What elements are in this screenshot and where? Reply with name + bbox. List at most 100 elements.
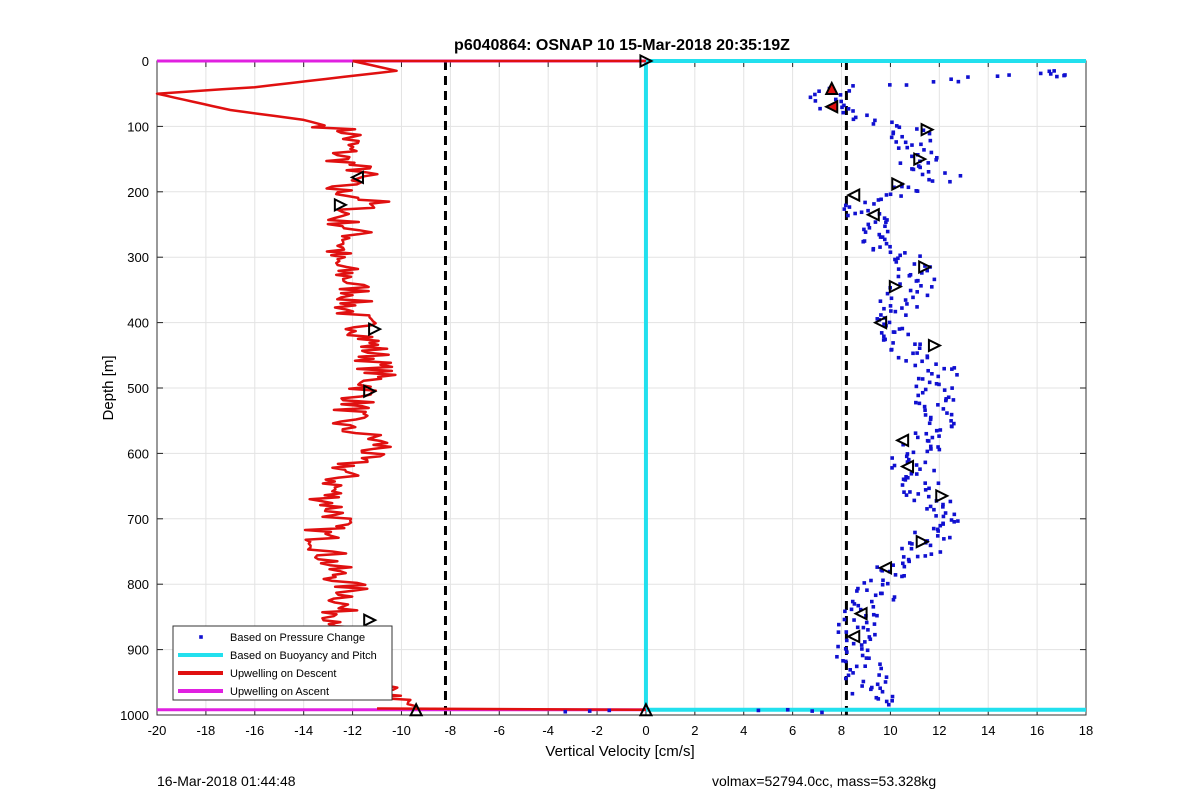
pressure-point bbox=[950, 424, 954, 429]
pressure-point bbox=[864, 656, 869, 660]
pressure-point bbox=[860, 647, 864, 651]
x-tick-label: -16 bbox=[245, 723, 264, 738]
pressure-point bbox=[871, 122, 876, 126]
pressure-point bbox=[1052, 69, 1056, 73]
pressure-point bbox=[900, 184, 904, 189]
triangle-marker bbox=[899, 459, 915, 474]
triangle-marker bbox=[853, 606, 868, 621]
pressure-point bbox=[941, 522, 945, 526]
pressure-point bbox=[904, 454, 909, 459]
pressure-points bbox=[563, 69, 1067, 715]
pressure-point bbox=[897, 327, 902, 331]
pressure-point bbox=[921, 128, 926, 133]
pressure-point bbox=[845, 650, 849, 654]
y-tick-label: 200 bbox=[127, 185, 149, 200]
x-tick-label: 0 bbox=[642, 723, 649, 738]
pressure-point bbox=[891, 597, 896, 602]
pressure-point bbox=[914, 463, 919, 467]
pressure-point bbox=[941, 514, 946, 519]
pressure-point bbox=[879, 666, 883, 671]
pressure-point bbox=[920, 172, 925, 177]
pressure-point bbox=[837, 622, 841, 627]
pressure-point bbox=[891, 341, 895, 345]
pressure-point bbox=[936, 445, 940, 449]
triangle-marker bbox=[918, 259, 933, 275]
pressure-point bbox=[922, 148, 926, 152]
pressure-point bbox=[890, 694, 895, 699]
pressure-point bbox=[859, 643, 864, 647]
pressure-point bbox=[885, 229, 890, 234]
pressure-point bbox=[928, 444, 933, 449]
pressure-point bbox=[878, 299, 883, 303]
pressure-point bbox=[890, 466, 894, 470]
pressure-point bbox=[890, 698, 894, 703]
y-axis-label: Depth [m] bbox=[100, 355, 117, 420]
pressure-point bbox=[936, 374, 941, 379]
axis-ticks: -20 -18 -16 -14 -12 -10 -8 -6 -4 -2 0 2 4 6 8 10 12 14 16 1… bbox=[120, 54, 1093, 738]
pressure-point bbox=[901, 555, 906, 559]
pressure-point bbox=[888, 244, 892, 249]
pressure-point bbox=[914, 472, 919, 476]
pressure-point bbox=[930, 372, 934, 376]
x-tick-label: 14 bbox=[981, 723, 995, 738]
pressure-point bbox=[926, 368, 930, 373]
pressure-point bbox=[878, 235, 883, 239]
pressure-point bbox=[840, 105, 844, 110]
pressure-point bbox=[872, 622, 877, 626]
pressure-point bbox=[896, 355, 901, 360]
pressure-point bbox=[941, 502, 945, 507]
pressure-point bbox=[905, 302, 909, 306]
pressure-point bbox=[882, 334, 886, 339]
x-tick-label: -18 bbox=[196, 723, 215, 738]
pressure-point bbox=[955, 373, 959, 377]
pressure-point bbox=[952, 366, 957, 370]
pressure-point bbox=[903, 478, 908, 482]
triangle-marker bbox=[888, 279, 904, 294]
pressure-point bbox=[867, 226, 872, 230]
pressure-point bbox=[865, 648, 870, 653]
pressure-point bbox=[906, 332, 911, 337]
pressure-point bbox=[910, 143, 914, 147]
pressure-point bbox=[927, 131, 932, 136]
pressure-point bbox=[930, 179, 935, 183]
pressure-point bbox=[882, 216, 887, 220]
y-tick-label: 600 bbox=[127, 446, 149, 461]
pressure-point bbox=[879, 568, 883, 572]
pressure-point bbox=[949, 412, 954, 417]
pressure-point bbox=[931, 526, 936, 531]
pressure-point bbox=[1055, 74, 1059, 79]
pressure-point bbox=[906, 475, 910, 480]
pressure-point bbox=[872, 202, 876, 206]
pressure-point bbox=[942, 537, 946, 541]
pressure-point bbox=[907, 541, 912, 545]
pressure-point bbox=[903, 140, 908, 145]
pressure-point bbox=[929, 285, 934, 289]
pressure-point bbox=[932, 507, 936, 512]
pressure-point bbox=[890, 456, 894, 460]
pressure-point bbox=[925, 293, 930, 298]
plot-area bbox=[155, 53, 1086, 717]
legend-entry-label: Upwelling on Ascent bbox=[230, 686, 329, 698]
pressure-point bbox=[785, 707, 790, 712]
pressure-point bbox=[876, 697, 881, 701]
pressure-point bbox=[563, 709, 568, 714]
pressure-point bbox=[839, 99, 844, 104]
pressure-point bbox=[904, 83, 909, 87]
pressure-point bbox=[859, 210, 864, 215]
pressure-point bbox=[853, 115, 858, 120]
pressure-point bbox=[842, 103, 846, 108]
triangle-marker bbox=[927, 338, 943, 353]
triangle-marker bbox=[363, 384, 378, 399]
pressure-point bbox=[956, 519, 960, 523]
y-tick-label: 400 bbox=[127, 316, 149, 331]
triangle-marker bbox=[872, 315, 888, 330]
pressure-point bbox=[893, 573, 898, 577]
pressure-point bbox=[863, 640, 867, 644]
pressure-point bbox=[884, 220, 888, 224]
pressure-point bbox=[880, 689, 885, 694]
pressure-point bbox=[900, 306, 904, 310]
pressure-point bbox=[866, 628, 870, 632]
pressure-point bbox=[900, 574, 904, 579]
pressure-point bbox=[900, 483, 905, 487]
